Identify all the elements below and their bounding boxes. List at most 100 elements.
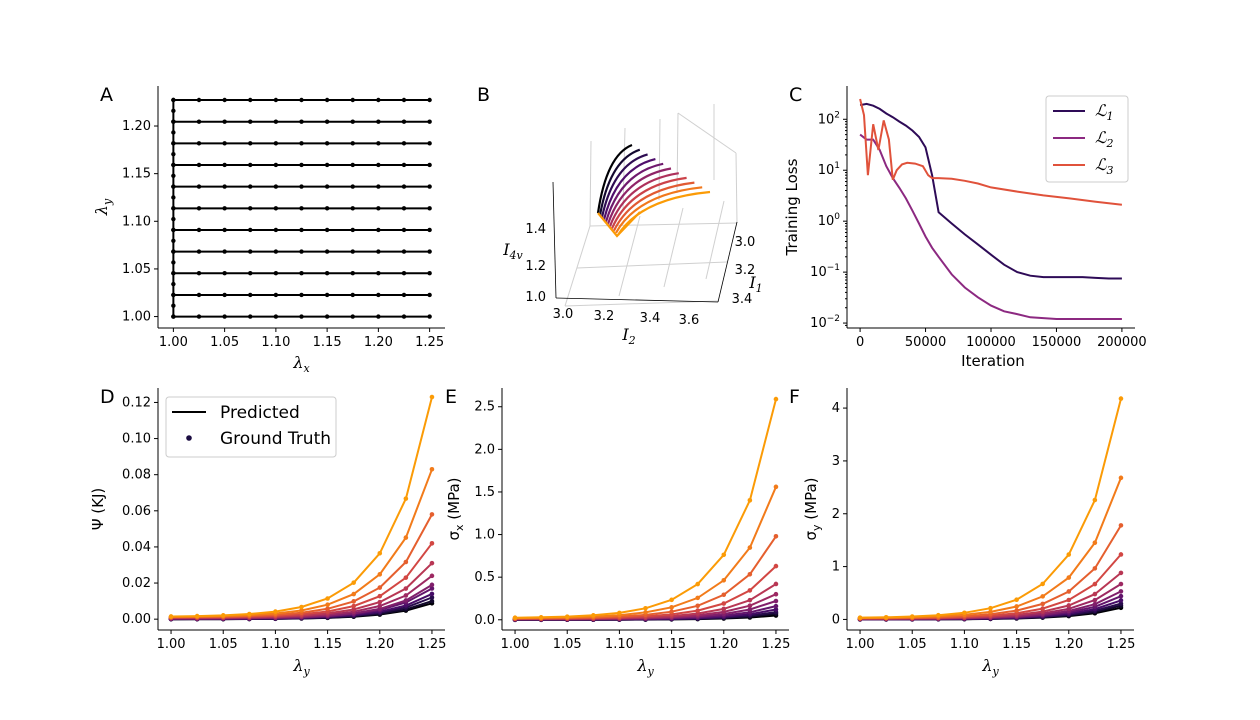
data-point	[376, 162, 381, 168]
ground-truth-point	[962, 610, 967, 616]
y-tick-label: 101	[818, 161, 840, 178]
ground-truth-point	[773, 484, 779, 490]
ground-truth-point	[773, 581, 779, 587]
ground-truth-point	[1040, 606, 1045, 611]
data-point	[273, 292, 279, 298]
panel-letter-b: B	[477, 84, 490, 106]
series-curve	[604, 162, 664, 223]
y-tick-label: 1.20	[122, 119, 151, 134]
ground-truth-point	[299, 608, 304, 613]
ground-truth-point	[1066, 597, 1072, 603]
z-axis-label: I4v	[502, 240, 523, 262]
y-tick-label: 0	[832, 612, 840, 627]
y-axis-label: λy	[92, 198, 114, 216]
x-tick-label: 1.00	[157, 637, 186, 652]
data-point	[427, 271, 432, 276]
data-point	[350, 162, 355, 168]
ground-truth-point	[1066, 589, 1072, 594]
data-point	[171, 195, 176, 200]
y-tick-label: 0.10	[122, 432, 151, 447]
y-axis-label: σx (MPa)	[445, 477, 466, 540]
data-point	[299, 227, 304, 233]
data-point	[299, 206, 304, 211]
x-tick-label: 1.10	[605, 637, 634, 652]
ground-truth-point	[220, 613, 226, 618]
series-curve	[608, 172, 679, 227]
ground-truth-point	[1092, 601, 1098, 607]
data-point	[376, 271, 381, 276]
data-point	[171, 119, 176, 124]
grid-line	[676, 112, 679, 194]
panel-e-stress-x: 1.00 1.05 1.10 1.15 1.20 1.25 0.0 0.5 1.0 1.5 2.0 2…	[445, 388, 790, 678]
data-point	[350, 249, 355, 254]
data-point	[248, 119, 253, 124]
data-point	[196, 184, 202, 189]
data-point	[248, 314, 253, 319]
legend-label: ℒ2	[1095, 128, 1114, 150]
ground-truth-point	[377, 593, 383, 599]
ground-truth-point	[429, 512, 435, 517]
ground-truth-point	[429, 394, 435, 400]
ground-truth-point	[747, 603, 753, 609]
data-point	[401, 227, 407, 233]
ground-truth-point	[1118, 598, 1124, 603]
ground-truth-point	[1092, 597, 1098, 603]
x-tick-label: 1.15	[657, 637, 686, 652]
data-point	[222, 271, 227, 276]
ground-truth-point	[773, 607, 779, 612]
data-point	[196, 314, 202, 319]
panel-a-deformation-grid: 1.00 1.05 1.10 1.15 1.20 1.25 1.00 1.05 1.10 1.15…	[92, 86, 445, 375]
data-point	[401, 184, 407, 189]
z-tick-label: 1.2	[525, 259, 546, 274]
data-point	[273, 314, 279, 319]
data-point	[196, 292, 202, 298]
legend: ℒ1 ℒ2 ℒ3	[1045, 95, 1129, 183]
data-point	[376, 206, 381, 211]
ground-truth-point	[351, 591, 356, 597]
x-tick-label: 1.20	[1054, 637, 1083, 652]
data-point	[171, 173, 176, 179]
predicted-line	[859, 398, 1122, 619]
data-point	[324, 162, 330, 168]
series-curve	[615, 186, 703, 234]
ground-truth-point	[1066, 552, 1072, 557]
x-tick-label: 1.00	[846, 637, 875, 652]
ground-truth-point	[643, 610, 648, 615]
y-tick-label: 100	[818, 212, 841, 229]
ground-truth-point	[325, 606, 330, 612]
ground-truth-point	[377, 599, 383, 605]
grid-line	[735, 152, 738, 224]
x-tick-label: 150000	[1032, 335, 1082, 350]
ground-truth-point	[377, 572, 383, 577]
y-tick-label: 0.0	[474, 613, 495, 628]
data-point	[171, 271, 176, 276]
predicted-line	[514, 486, 777, 620]
data-point	[376, 292, 381, 298]
data-point	[299, 119, 304, 124]
ground-truth-point	[1118, 475, 1124, 481]
panel-b-invariant-surface: 1.0 1.2 1.4 3.0 3.2 3.4 3.6 3.0 3.2 3.4 I2 I4v I1	[502, 104, 763, 347]
ground-truth-point	[1118, 593, 1124, 599]
ground-truth-point	[617, 610, 622, 616]
y-tick-label: 2.0	[474, 442, 495, 457]
data-point	[376, 314, 381, 319]
series-line	[859, 133, 1122, 320]
data-point	[376, 141, 381, 146]
data-point	[401, 97, 407, 103]
ground-truth-point	[1066, 606, 1072, 612]
data-point	[222, 97, 227, 103]
data-point	[427, 227, 432, 233]
ground-truth-point	[721, 552, 727, 558]
data-point	[171, 292, 176, 298]
y-tick-label: 2	[832, 507, 840, 522]
grid-line	[677, 112, 737, 154]
legend-label-predicted: Predicted	[220, 403, 300, 423]
x-tick-label: 3.4	[640, 311, 661, 326]
ground-truth-point	[988, 605, 993, 611]
data-point	[171, 227, 176, 233]
ground-truth-point	[669, 605, 674, 610]
x-tick-label: 1.15	[313, 335, 342, 350]
ground-truth-point	[669, 597, 674, 603]
x-axis-label: Iteration	[961, 352, 1025, 370]
data-point	[324, 249, 330, 254]
